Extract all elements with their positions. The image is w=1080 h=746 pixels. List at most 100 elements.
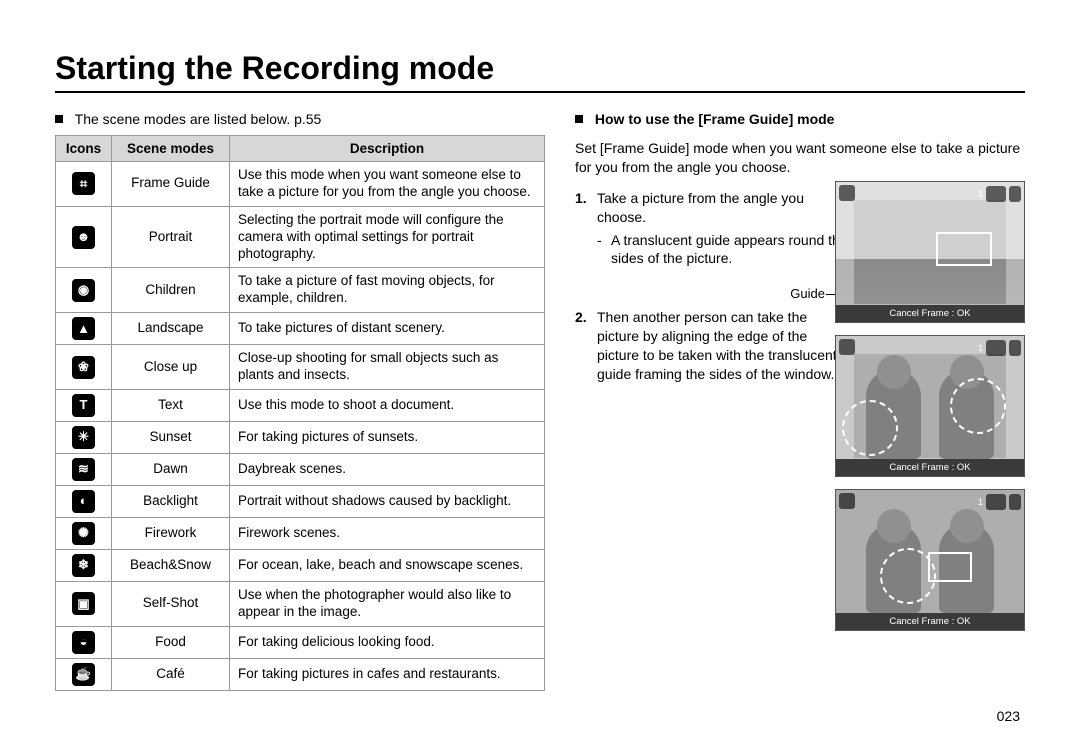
screen-topbar: 1	[839, 339, 1021, 357]
step-sub: A translucent guide appears round the si…	[597, 231, 850, 269]
scene-mode-name: Café	[112, 658, 230, 690]
scene-modes-table: Icons Scene modes Description ⌗Frame Gui…	[55, 135, 545, 691]
focus-rect-overlay	[936, 232, 992, 266]
scene-mode-desc: For taking delicious looking food.	[230, 626, 545, 658]
bullet-icon	[55, 115, 63, 123]
scene-mode-icon: ▲	[72, 317, 95, 340]
step-number: 1.	[575, 189, 587, 208]
table-row: ☕ CaféFor taking pictures in cafes and re…	[56, 658, 545, 690]
scene-icon-cell: T	[56, 389, 112, 421]
table-row: ✺FireworkFirework scenes.	[56, 517, 545, 549]
camera-screen-3: 1 Cancel Frame : OK	[835, 489, 1025, 631]
scene-mode-name: Portrait	[112, 206, 230, 268]
scene-mode-name: Landscape	[112, 313, 230, 345]
frame-guide-heading: How to use the [Frame Guide] mode	[575, 111, 1025, 127]
scene-mode-name: Children	[112, 268, 230, 313]
scene-icon-cell: ✺	[56, 517, 112, 549]
guide-callout-label: Guide	[790, 286, 825, 301]
topbar-right-text: 1	[978, 339, 1021, 357]
scene-icon-cell: ◉	[56, 268, 112, 313]
zoom-overlay-circle	[950, 378, 1006, 434]
focus-rect-overlay	[928, 552, 972, 582]
scene-icon-cell: ☕	[56, 658, 112, 690]
scene-mode-desc: For ocean, lake, beach and snowscape sce…	[230, 549, 545, 581]
step-1: 1. Take a picture from the angle you cho…	[575, 189, 850, 269]
scene-icon-cell: ▣	[56, 581, 112, 626]
zoom-overlay-circle	[842, 400, 898, 456]
left-column: The scene modes are listed below. p.55 I…	[55, 111, 545, 691]
scene-mode-desc: To take a picture of fast moving objects…	[230, 268, 545, 313]
page-title: Starting the Recording mode	[55, 50, 1025, 93]
scene-icon-cell: ≋	[56, 453, 112, 485]
scene-icon-cell: ☀	[56, 421, 112, 453]
table-row: ◉ ChildrenTo take a picture of fast movin…	[56, 268, 545, 313]
scene-mode-name: Dawn	[112, 453, 230, 485]
scene-mode-desc: Use this mode to shoot a document.	[230, 389, 545, 421]
intro-line: The scene modes are listed below. p.55	[55, 111, 545, 127]
table-row: ◒FoodFor taking delicious looking food.	[56, 626, 545, 658]
table-row: ⌗Frame GuideUse this mode when you want …	[56, 162, 545, 207]
col-header-desc: Description	[230, 136, 545, 162]
scene-mode-name: Food	[112, 626, 230, 658]
table-row: T TextUse this mode to shoot a document.	[56, 389, 545, 421]
camera-screen-1: 1 Cancel Frame : OK	[835, 181, 1025, 323]
scene-icon-cell: ⌗	[56, 162, 112, 207]
table-row: ▲ LandscapeTo take pictures of distant sc…	[56, 313, 545, 345]
heading-text: How to use the [Frame Guide] mode	[595, 111, 835, 127]
scene-icon-cell: ▲	[56, 313, 112, 345]
screenshots-column: 1 Cancel Frame : OK 1	[835, 181, 1025, 631]
screen-topbar: 1	[839, 185, 1021, 203]
scene-mode-icon: ☕	[72, 663, 95, 686]
scene-mode-name: Firework	[112, 517, 230, 549]
scene-mode-desc: Firework scenes.	[230, 517, 545, 549]
frame-guide-intro: Set [Frame Guide] mode when you want som…	[575, 139, 1025, 177]
topbar-right-text: 1	[978, 185, 1021, 203]
screen-footer-text: Cancel Frame : OK	[836, 613, 1024, 630]
scene-mode-name: Sunset	[112, 421, 230, 453]
scene-icon-cell: ❄	[56, 549, 112, 581]
page-number: 023	[997, 708, 1020, 724]
scene-mode-name: Self-Shot	[112, 581, 230, 626]
scene-mode-name: Close up	[112, 345, 230, 390]
scene-mode-icon: ▣	[72, 592, 95, 615]
bullet-icon	[575, 115, 583, 123]
scene-mode-icon: ❄	[72, 554, 95, 577]
topbar-right-text: 1	[978, 493, 1021, 511]
scene-mode-desc: Use this mode when you want someone else…	[230, 162, 545, 207]
scene-mode-desc: To take pictures of distant scenery.	[230, 313, 545, 345]
step-number: 2.	[575, 308, 587, 327]
scene-mode-icon: ◉	[72, 279, 95, 302]
scene-icon-cell: ◒	[56, 626, 112, 658]
scene-icon-cell: ◐	[56, 485, 112, 517]
scene-mode-icon: ◐	[72, 490, 95, 513]
scene-mode-icon: ☻	[72, 226, 95, 249]
step-text: Then another person can take the picture…	[597, 309, 837, 382]
table-row: ❀Close upClose-up shooting for small obj…	[56, 345, 545, 390]
scene-mode-desc: Use when the photographer would also lik…	[230, 581, 545, 626]
screen-footer-text: Cancel Frame : OK	[836, 459, 1024, 476]
table-row: ☻ PortraitSelecting the portrait mode wil…	[56, 206, 545, 268]
intro-text: The scene modes are listed below. p.55	[75, 111, 322, 127]
scene-mode-icon: T	[72, 394, 95, 417]
scene-mode-desc: Daybreak scenes.	[230, 453, 545, 485]
scene-mode-desc: For taking pictures in cafes and restaur…	[230, 658, 545, 690]
scene-mode-name: Beach&Snow	[112, 549, 230, 581]
scene-mode-desc: Close-up shooting for small objects such…	[230, 345, 545, 390]
table-row: ▣ Self-ShotUse when the photographer woul…	[56, 581, 545, 626]
scene-mode-desc: Selecting the portrait mode will configu…	[230, 206, 545, 268]
mode-icon	[839, 339, 855, 355]
col-header-modes: Scene modes	[112, 136, 230, 162]
table-row: ☀SunsetFor taking pictures of sunsets.	[56, 421, 545, 453]
right-column: How to use the [Frame Guide] mode Set [F…	[575, 111, 1025, 691]
scene-mode-icon: ≋	[72, 458, 95, 481]
scene-mode-name: Backlight	[112, 485, 230, 517]
table-row: ≋ DawnDaybreak scenes.	[56, 453, 545, 485]
table-row: ◐ BacklightPortrait without shadows cause…	[56, 485, 545, 517]
content-columns: The scene modes are listed below. p.55 I…	[55, 111, 1025, 691]
mode-icon	[839, 493, 855, 509]
screen-topbar: 1	[839, 493, 1021, 511]
table-row: ❄ Beach&SnowFor ocean, lake, beach and sn…	[56, 549, 545, 581]
scene-mode-desc: Portrait without shadows caused by backl…	[230, 485, 545, 517]
camera-screen-2: 1 Cancel Frame : OK	[835, 335, 1025, 477]
scene-mode-name: Text	[112, 389, 230, 421]
